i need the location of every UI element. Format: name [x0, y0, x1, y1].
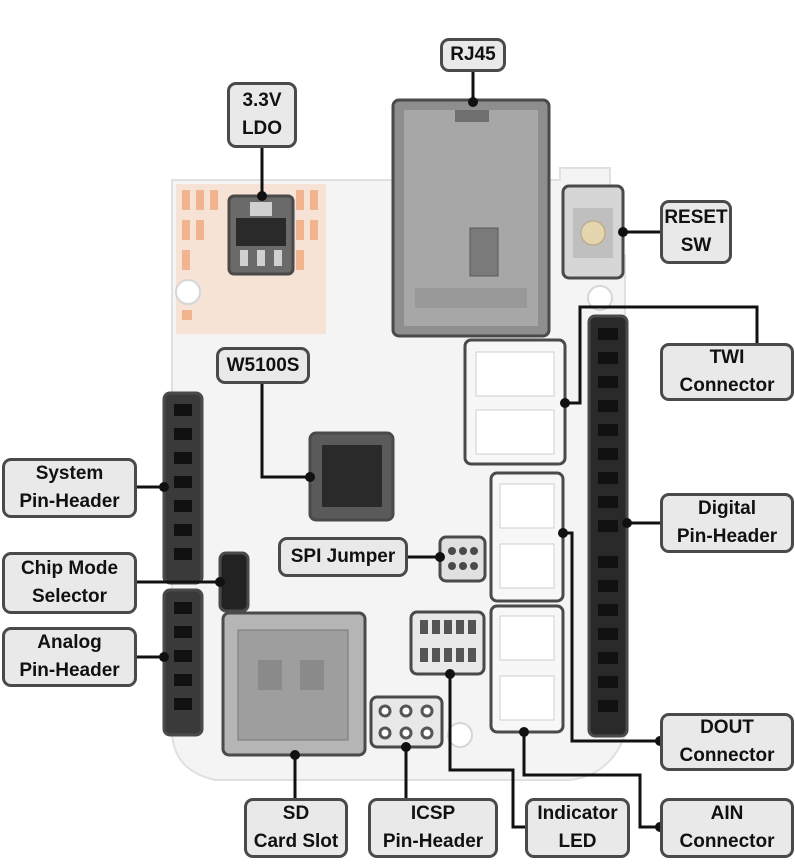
label-ldo: 3.3V LDO [227, 82, 297, 148]
label-sd-card-slot: SD Card Slot [244, 798, 348, 858]
mounting-hole [447, 722, 473, 748]
label-w5100s: W5100S [216, 347, 310, 384]
label-icsp-pin-header: ICSP Pin-Header [368, 798, 498, 858]
mounting-hole [175, 279, 201, 305]
label-rj45: RJ45 [440, 38, 506, 72]
label-analog-pin-header: Analog Pin-Header [2, 627, 137, 687]
analog-header-outline [162, 588, 204, 737]
label-digital-pin-header: Digital Pin-Header [660, 493, 794, 553]
label-indicator-led: Indicator LED [525, 798, 630, 858]
label-spi-jumper: SPI Jumper [278, 537, 408, 577]
label-dout-connector: DOUT Connector [660, 713, 794, 771]
label-ain-connector: AIN Connector [660, 798, 794, 858]
leader-ain [522, 732, 660, 829]
leader-twi [565, 305, 759, 405]
mounting-hole [587, 285, 613, 311]
label-chip-mode-selector: Chip Mode Selector [2, 552, 137, 614]
spi-jumper-outline [438, 535, 487, 583]
label-system-pin-header: System Pin-Header [2, 458, 137, 518]
label-reset-sw: RESET SW [660, 200, 732, 264]
label-twi-connector: TWI Connector [660, 343, 794, 401]
leader-indicator [448, 674, 525, 829]
leader-w5100s [260, 383, 310, 479]
icsp-header-outline [369, 695, 444, 749]
